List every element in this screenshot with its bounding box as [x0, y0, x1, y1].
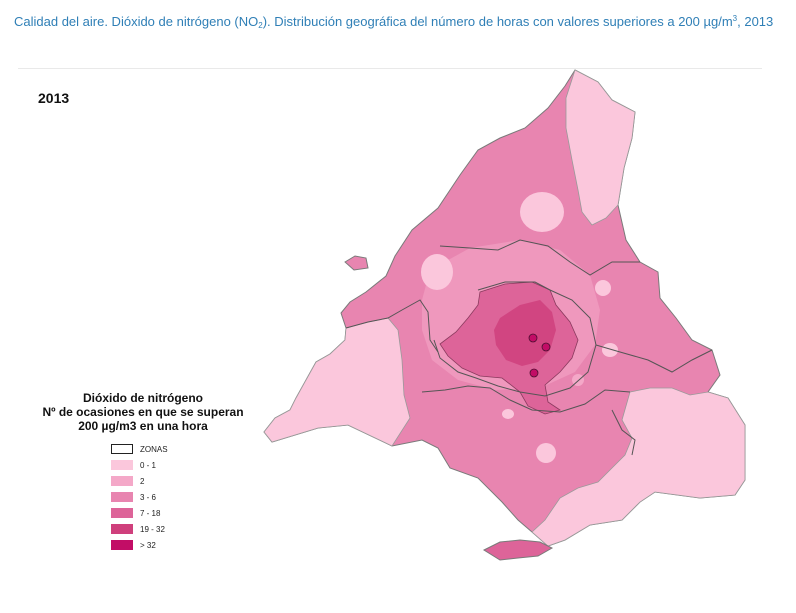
legend-item-zonas: ZONAS	[111, 441, 168, 457]
zone-east-low	[531, 387, 746, 547]
legend-label: ZONAS	[140, 444, 168, 454]
legend-item-2: 2	[111, 473, 168, 489]
hotspot-1	[528, 333, 538, 343]
hotspot-2	[541, 342, 551, 352]
caption-text-3: , 2013	[737, 14, 774, 29]
zone-core-19-32	[494, 300, 556, 366]
figure-caption: Calidad del aire. Dióxido de nitrógeno (…	[14, 14, 784, 30]
legend-swatch	[111, 476, 133, 486]
legend-label: 0 - 1	[140, 460, 157, 470]
legend-label: 19 - 32	[140, 524, 165, 534]
legend-swatch	[111, 444, 133, 454]
legend-swatch	[111, 492, 133, 502]
zone-boundaries	[345, 239, 713, 456]
caption-text-2: ). Distribución geográfica del número de…	[262, 14, 733, 29]
legend-item-19-32: 19 - 32	[111, 521, 168, 537]
zone-boundary-east	[595, 344, 713, 373]
legend-item-0-1: 0 - 1	[111, 457, 168, 473]
legend-item-over-32: > 32	[111, 537, 168, 553]
legend-title-line-1: Dióxido de nitrógeno	[83, 391, 203, 405]
map-legend: ZONAS 0 - 1 2 3 - 6 7 - 18 19 - 32 > 32	[111, 441, 168, 553]
caption-text-1: Calidad del aire. Dióxido de nitrógeno (…	[14, 14, 259, 29]
island-west	[344, 255, 369, 271]
separator-line	[18, 68, 762, 69]
legend-title-line-2: Nº de ocasiones en que se superan	[42, 405, 244, 419]
legend-label: 2	[140, 476, 145, 486]
map-year-label: 2013	[38, 90, 70, 106]
legend-swatch	[111, 540, 133, 550]
island-south	[482, 539, 554, 561]
zone-boundary-se	[611, 409, 636, 456]
zone-west-low	[263, 317, 411, 447]
legend-swatch	[111, 508, 133, 518]
legend-title: Dióxido de nitrógeno Nº de ocasiones en …	[20, 391, 266, 433]
legend-label: 3 - 6	[140, 492, 157, 502]
zone-hole-west	[421, 254, 453, 290]
legend-item-7-18: 7 - 18	[111, 505, 168, 521]
zone-hole-north	[520, 192, 564, 232]
caption-subscript: 2	[258, 21, 263, 30]
legend-swatch	[111, 460, 133, 470]
legend-title-line-3: 200 µg/m3 en una hora	[78, 419, 208, 433]
zone-boundary-south	[421, 385, 631, 413]
zone-north-low	[565, 69, 636, 226]
zone-hole-sw	[502, 409, 514, 419]
caption-superscript: 3	[732, 14, 738, 23]
zone-boundary-metro	[433, 281, 597, 397]
legend-swatch	[111, 524, 133, 534]
zone-hole-south	[536, 443, 556, 463]
legend-label: 7 - 18	[140, 508, 161, 518]
hotspot-3	[529, 368, 539, 378]
zone-boundary-west	[345, 299, 439, 353]
legend-item-3-6: 3 - 6	[111, 489, 168, 505]
zone-hole-east	[595, 280, 611, 296]
zone-hole-east2	[602, 343, 618, 357]
zone-boundary-north	[439, 239, 640, 276]
legend-label: > 32	[140, 540, 156, 550]
